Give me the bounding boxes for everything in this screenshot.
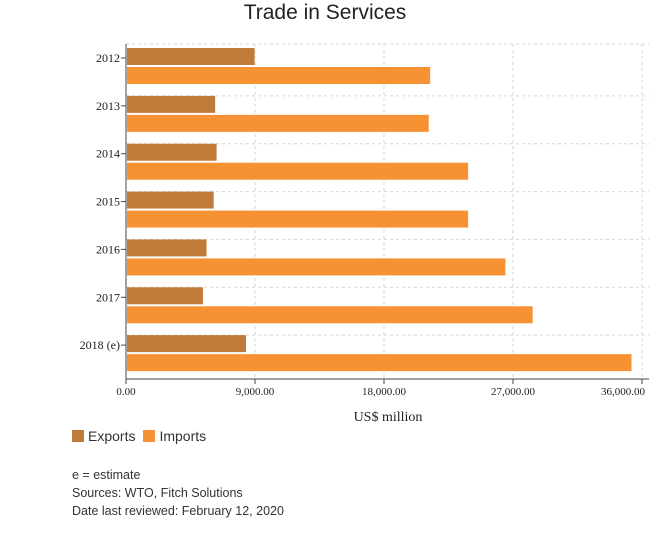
y-tick-label-5: 2017: [96, 290, 120, 304]
y-tick-label-0: 2012: [96, 51, 120, 65]
bar-imports-2017[interactable]: [127, 306, 533, 324]
bar-imports-2014[interactable]: [127, 162, 469, 180]
x-axis-label: US$ million: [354, 410, 423, 425]
bar-imports-2013[interactable]: [127, 114, 429, 132]
x-tick-label-4: 36,000.00: [601, 386, 646, 398]
x-tick-label-1: 9,000.00: [236, 386, 275, 398]
bar-exports-2014[interactable]: [127, 143, 217, 161]
x-tick-label-3: 27,000.00: [491, 386, 536, 398]
bar-exports-2016[interactable]: [127, 239, 207, 257]
note-estimate: e = estimate: [72, 468, 141, 482]
axes: [121, 44, 649, 384]
y-tick-label-6: 2018 (e): [80, 338, 120, 352]
bar-exports-2012[interactable]: [127, 48, 255, 65]
x-tick-label-0: 0.00: [116, 386, 136, 398]
bar-exports-2017[interactable]: [127, 287, 203, 305]
bar-exports-2013[interactable]: [127, 95, 216, 113]
bar-imports-2012[interactable]: [127, 67, 431, 84]
bar-exports-2015[interactable]: [127, 191, 214, 209]
note-reviewed: Date last reviewed: February 12, 2020: [72, 504, 284, 518]
legend-item-imports[interactable]: Imports: [143, 428, 206, 444]
bar-imports-2015[interactable]: [127, 210, 469, 228]
x-tick-label-2: 18,000.00: [362, 386, 407, 398]
chart-notes: e = estimate Sources: WTO, Fitch Solutio…: [72, 466, 284, 520]
legend-label-imports: Imports: [159, 428, 207, 444]
bars: [127, 48, 632, 372]
legend-swatch-exports: [72, 430, 84, 442]
legend-item-exports[interactable]: Exports: [72, 428, 135, 444]
y-tick-label-3: 2015: [96, 195, 120, 209]
y-tick-label-2: 2014: [96, 147, 120, 161]
y-tick-label-4: 2016: [96, 242, 120, 256]
x-tick-labels: 0.00 9,000.00 18,000.00 27,000.00 36,000.00: [116, 386, 645, 398]
legend: Exports Imports: [72, 428, 206, 444]
grid-lines: [126, 43, 649, 379]
note-sources: Sources: WTO, Fitch Solutions: [72, 486, 243, 500]
legend-swatch-imports: [143, 430, 156, 442]
chart-title: Trade in Services: [243, 1, 407, 24]
bar-exports-2018e[interactable]: [127, 335, 246, 353]
bar-imports-2016[interactable]: [127, 258, 506, 276]
legend-label-exports: Exports: [88, 428, 136, 444]
y-tick-labels: 2012 2013 2014 2015 2016 2017 2018 (e): [80, 51, 120, 352]
bar-imports-2018e[interactable]: [127, 354, 632, 372]
y-tick-label-1: 2013: [96, 99, 120, 113]
